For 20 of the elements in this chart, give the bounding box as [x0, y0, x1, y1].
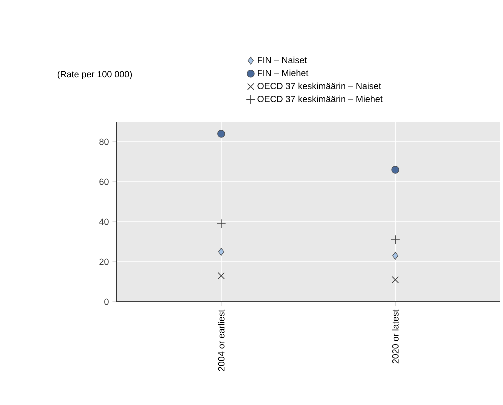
legend-label: OECD 37 keskimäärin – Miehet: [258, 96, 383, 102]
y-tick-label: 20: [100, 258, 109, 266]
point: [392, 252, 399, 260]
y-tick-label: 40: [99, 218, 109, 226]
x-tick-label: 2020 or latest: [392, 310, 399, 364]
x-tick-label: 2004 or earliest: [218, 310, 225, 372]
y-tick-label: 80: [100, 138, 109, 146]
point: [392, 276, 400, 284]
legend-label: FIN – Naiset: [258, 56, 308, 64]
legend-label: OECD 37 keskimäärin – Naiset: [258, 82, 382, 90]
point: [390, 235, 400, 245]
point: [392, 166, 400, 174]
legend-label: FIN – Miehet: [258, 70, 309, 76]
y-axis-title: (Rate per 100 000): [58, 71, 132, 80]
point: [216, 219, 226, 229]
point: [218, 248, 224, 256]
y-tick-label: 0: [104, 298, 109, 306]
point: [218, 272, 225, 280]
y-tick-label: 60: [100, 178, 109, 186]
point: [218, 130, 226, 138]
